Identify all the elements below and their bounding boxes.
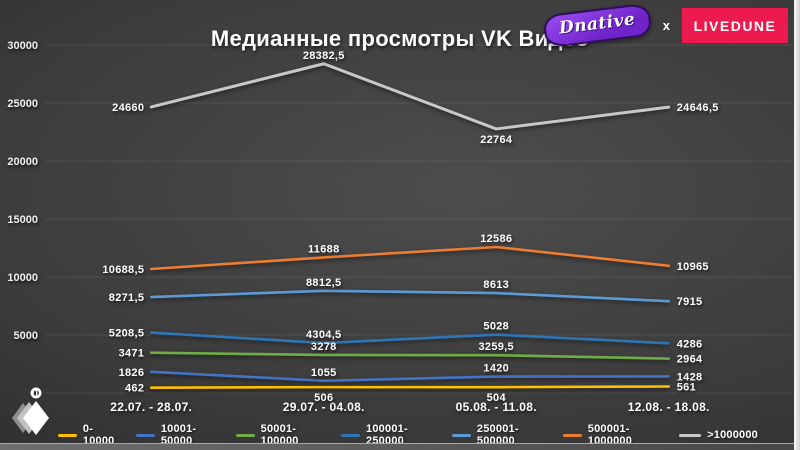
legend-swatch-icon bbox=[562, 433, 582, 437]
dnative-logo-text: Dnative bbox=[558, 9, 637, 39]
data-label: 561 bbox=[677, 381, 696, 393]
chart-title: Медианные просмотры VK Видео bbox=[210, 26, 590, 51]
series-line-100001-250000 bbox=[149, 331, 671, 345]
data-label: 504 bbox=[487, 392, 507, 404]
legend-label: >1000000 bbox=[707, 429, 759, 441]
data-label: 4286 bbox=[677, 338, 703, 350]
y-axis-tick-label: 30000 bbox=[7, 40, 38, 52]
legend-swatch-icon bbox=[679, 433, 702, 437]
legend-swatch-icon bbox=[341, 433, 361, 437]
brand-row: Dnative x LIVEDUNE bbox=[542, 2, 788, 49]
data-label: 24646,5 bbox=[677, 102, 719, 114]
data-label: 1826 bbox=[119, 367, 145, 379]
x-axis-label: 05.08. - 11.08. bbox=[456, 400, 537, 414]
data-label: 11688 bbox=[308, 243, 339, 255]
data-label: 1055 bbox=[311, 367, 337, 379]
series-line->1000000 bbox=[149, 62, 671, 131]
data-label: 5208,5 bbox=[109, 328, 144, 340]
data-label: 3278 bbox=[311, 341, 337, 353]
series-line-50001-100000 bbox=[149, 351, 671, 360]
series-line-500001-1000000 bbox=[149, 245, 671, 271]
data-label: 8812,5 bbox=[306, 277, 341, 289]
x-axis-label: 22.07. - 28.07. bbox=[110, 400, 192, 414]
data-label: 10688,5 bbox=[102, 264, 144, 276]
y-axis-tick-label: 10000 bbox=[7, 272, 38, 284]
collab-x-separator: x bbox=[662, 18, 670, 33]
data-label: 3471 bbox=[119, 348, 145, 360]
data-label: 7915 bbox=[677, 296, 703, 308]
data-label: 506 bbox=[314, 392, 333, 404]
x-axis-label: 12.08. - 18.08. bbox=[628, 400, 710, 414]
y-axis-tick-label: 25000 bbox=[7, 98, 38, 110]
y-axis-tick-label: 5000 bbox=[14, 330, 38, 342]
data-label: 1428 bbox=[677, 371, 703, 383]
series-line-10001-50000 bbox=[149, 370, 671, 383]
legend-swatch-icon bbox=[135, 433, 155, 437]
data-label: 2964 bbox=[677, 354, 703, 366]
data-label: 24660 bbox=[112, 102, 144, 114]
screen-edge-bottom bbox=[0, 443, 794, 450]
y-axis-tick-label: 20000 bbox=[7, 156, 38, 168]
data-label: 5028 bbox=[483, 321, 509, 333]
data-label: 8271,5 bbox=[109, 292, 144, 304]
data-label: 4304,5 bbox=[306, 329, 341, 341]
data-label: 28382,5 bbox=[303, 50, 345, 62]
data-label: 12586 bbox=[480, 233, 512, 245]
data-label: 10965 bbox=[677, 261, 709, 273]
livedune-logo: LIVEDUNE bbox=[682, 8, 788, 43]
y-axis-tick-label: 15000 bbox=[7, 214, 38, 226]
legend-swatch-icon bbox=[58, 433, 77, 437]
y-axis-tick-label: 0 bbox=[32, 388, 38, 400]
data-label: 462 bbox=[125, 383, 144, 395]
series-line-0-10000 bbox=[149, 385, 671, 389]
diamond-watermark-icon bbox=[12, 387, 49, 435]
legend-swatch-icon bbox=[235, 433, 255, 437]
data-label: 8613 bbox=[483, 279, 509, 291]
livedune-logo-text: LIVEDUNE bbox=[693, 17, 777, 34]
dnative-logo: Dnative bbox=[542, 2, 653, 49]
data-label: 22764 bbox=[480, 134, 513, 146]
x-axis-label: 29.07. - 04.08. bbox=[283, 400, 365, 414]
legend-swatch-icon bbox=[451, 433, 471, 437]
screen-edge-right bbox=[794, 0, 800, 450]
data-label: 1420 bbox=[483, 363, 509, 375]
data-label: 3259,5 bbox=[479, 341, 514, 353]
legend-item->1000000: >1000000 bbox=[679, 429, 758, 441]
series-line-250001-500000 bbox=[149, 289, 671, 303]
